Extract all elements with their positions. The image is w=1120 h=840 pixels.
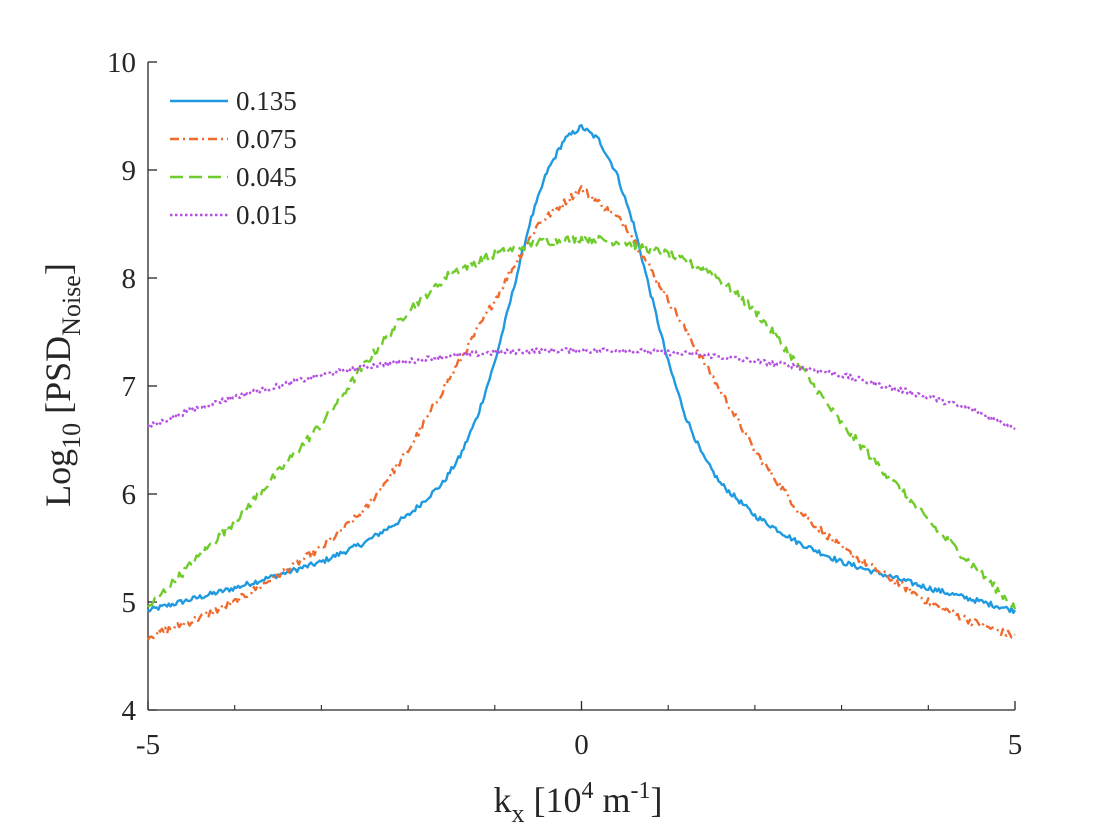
x-axis-title: kx [104 m-1] [493,778,662,828]
axes: 4 5 6 7 8 9 10 -5 0 5 [107,47,1022,761]
series-line-0.015 [146,346,1016,431]
legend-label: 0.045 [236,162,297,192]
y-tick-label: 8 [122,263,137,295]
y-axis-title-sub: 10 [57,423,86,449]
x-axis-title-sup1: 4 [581,778,593,804]
x-axis-title-rest2: m [593,780,630,820]
legend-label: 0.135 [236,86,297,116]
y-tick-label: 6 [122,479,137,511]
x-axis-title-rest1: [10 [524,780,581,820]
x-axis-title-rest3: ] [651,780,663,820]
y-axis-title-sub2: Noise [57,275,86,336]
y-tick-label: 4 [122,695,137,727]
series-line-0.075 [146,185,1016,641]
y-axis-title-rest1: [PSD [38,336,78,423]
x-axis-title-sup2: -1 [631,778,651,804]
y-tick-label: 10 [107,47,136,79]
series-line-0.045 [147,233,1017,610]
y-axis-title-main: Log [38,449,78,507]
y-axis-title-rest2: ] [38,263,78,275]
legend: 0.135 0.075 0.045 0.015 [170,86,297,230]
y-tick-label: 7 [122,371,137,403]
y-tick-label: 9 [122,155,137,187]
legend-label: 0.015 [236,200,297,230]
y-tick-label: 5 [122,587,137,619]
y-axis-title: Log10 [PSDNoise] [38,263,86,507]
x-tick-label: -5 [136,729,160,761]
x-axis-title-main: k [493,780,511,820]
x-axis-title-sub: x [511,799,524,828]
series-group [146,123,1017,641]
series-line-0.135 [147,123,1017,614]
x-tick-label: 0 [574,729,589,761]
x-tick-label: 5 [1008,729,1023,761]
legend-label: 0.075 [236,124,297,154]
